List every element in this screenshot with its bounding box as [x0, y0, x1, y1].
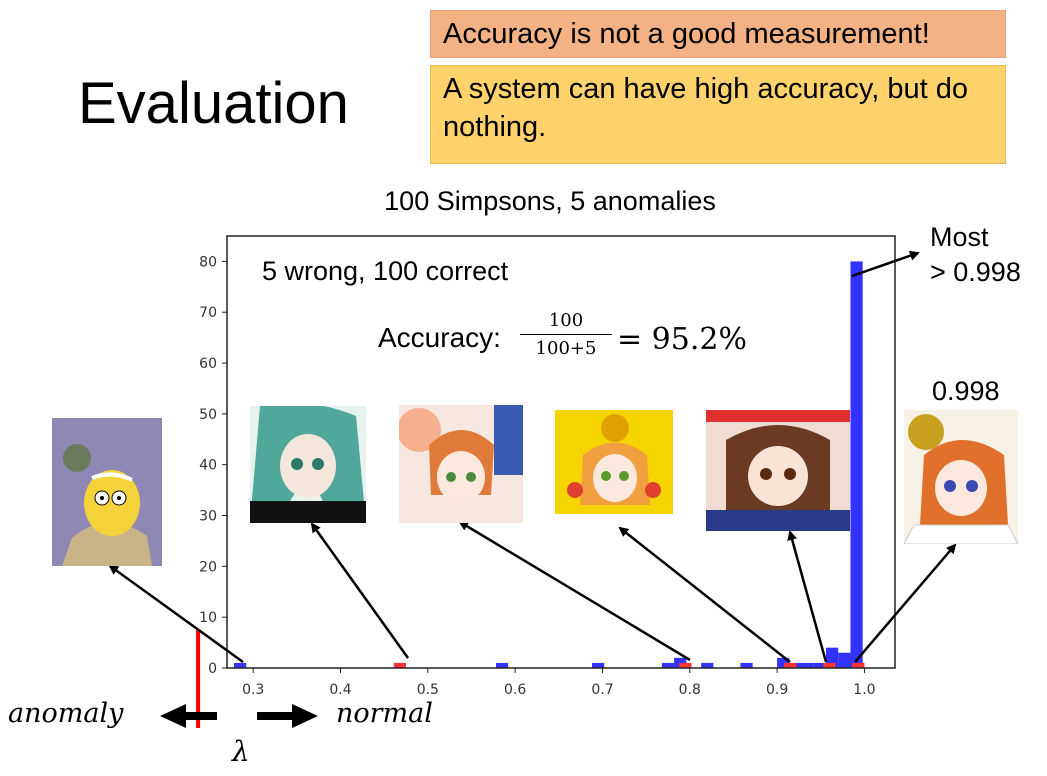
arrow-to-thumb-2	[458, 520, 691, 662]
normal-label: normal	[336, 698, 433, 729]
accuracy-fraction: 100 100+5	[520, 310, 612, 359]
anomaly-label: anomaly	[8, 698, 124, 729]
x-tick-label: 1.0	[853, 682, 875, 698]
normal-arrow-head	[292, 704, 318, 728]
histogram-bar	[674, 657, 687, 668]
histogram-bar	[777, 657, 790, 668]
x-tick-label: 0.7	[591, 682, 613, 698]
callout-explanation: A system can have high accuracy, but do …	[430, 65, 1006, 164]
histogram-bar	[495, 662, 509, 668]
histogram-bar	[679, 662, 692, 668]
histogram-bar	[591, 662, 605, 668]
anime-orange-hair-image	[399, 405, 523, 523]
anime-brown-hair-image	[706, 410, 850, 531]
anime-green-hair-image	[250, 406, 366, 523]
histogram-bar	[661, 662, 675, 668]
callout-warning: Accuracy is not a good measurement!	[430, 10, 1006, 58]
grandpa-simpson-image	[52, 418, 162, 566]
histogram-bar	[823, 662, 836, 668]
y-tick-label: 70	[199, 305, 217, 321]
anomaly-arrow-shaft	[183, 712, 217, 720]
normal-arrow-shaft	[257, 712, 293, 720]
y-tick-label: 40	[199, 458, 217, 474]
arrow-to-thumb-1	[310, 522, 410, 659]
arrow-to-most	[851, 250, 920, 278]
accuracy-label: Accuracy:	[378, 322, 501, 353]
histogram-bar	[701, 662, 714, 668]
fraction-numerator: 100	[520, 310, 612, 335]
y-tick-label: 60	[199, 356, 217, 372]
y-tick-label: 10	[199, 610, 217, 626]
histogram-bar	[784, 662, 797, 668]
chart-title: 100 Simpsons, 5 anomalies	[384, 186, 716, 216]
histogram-bar	[838, 652, 851, 668]
arrow-to-thumb-5	[854, 543, 957, 663]
histogram-bar	[850, 261, 863, 668]
fraction-denominator: 100+5	[535, 338, 597, 359]
x-tick-label: 0.3	[242, 682, 264, 698]
lambda-label: λ	[232, 735, 250, 768]
histogram-bar	[852, 662, 865, 668]
wrong-correct-note: 5 wrong, 100 correct	[262, 256, 509, 286]
y-tick-label: 0	[208, 661, 217, 677]
accuracy-result: = 95.2%	[617, 322, 747, 357]
x-tick-label: 0.8	[679, 682, 701, 698]
plot-frame	[226, 235, 896, 669]
most-note: Most > 0.998	[930, 222, 1021, 287]
y-tick-label: 20	[199, 559, 217, 575]
y-tick-label: 80	[199, 254, 217, 270]
arrow-to-thumb-3	[618, 526, 791, 663]
histogram-bar	[233, 662, 247, 668]
threshold-value: 0.998	[932, 376, 1000, 406]
arrow-to-thumb-4	[787, 530, 828, 663]
y-tick-label: 50	[199, 407, 217, 423]
arrow-to-grandpa	[108, 564, 244, 664]
x-tick-label: 0.4	[329, 682, 351, 698]
x-tick-label: 0.9	[766, 682, 788, 698]
histogram-bar	[740, 662, 753, 668]
x-tick-label: 0.6	[504, 682, 526, 698]
histogram-bar	[801, 662, 814, 668]
page-title: Evaluation	[78, 71, 349, 136]
x-tick-label: 0.5	[417, 682, 439, 698]
histogram-bar	[393, 662, 407, 668]
y-tick-label: 30	[199, 509, 217, 525]
anomaly-arrow-head	[160, 704, 186, 728]
anime-red-hair-image	[904, 410, 1018, 544]
histogram-bar	[813, 662, 827, 668]
anime-yellow-background-image	[555, 410, 673, 514]
